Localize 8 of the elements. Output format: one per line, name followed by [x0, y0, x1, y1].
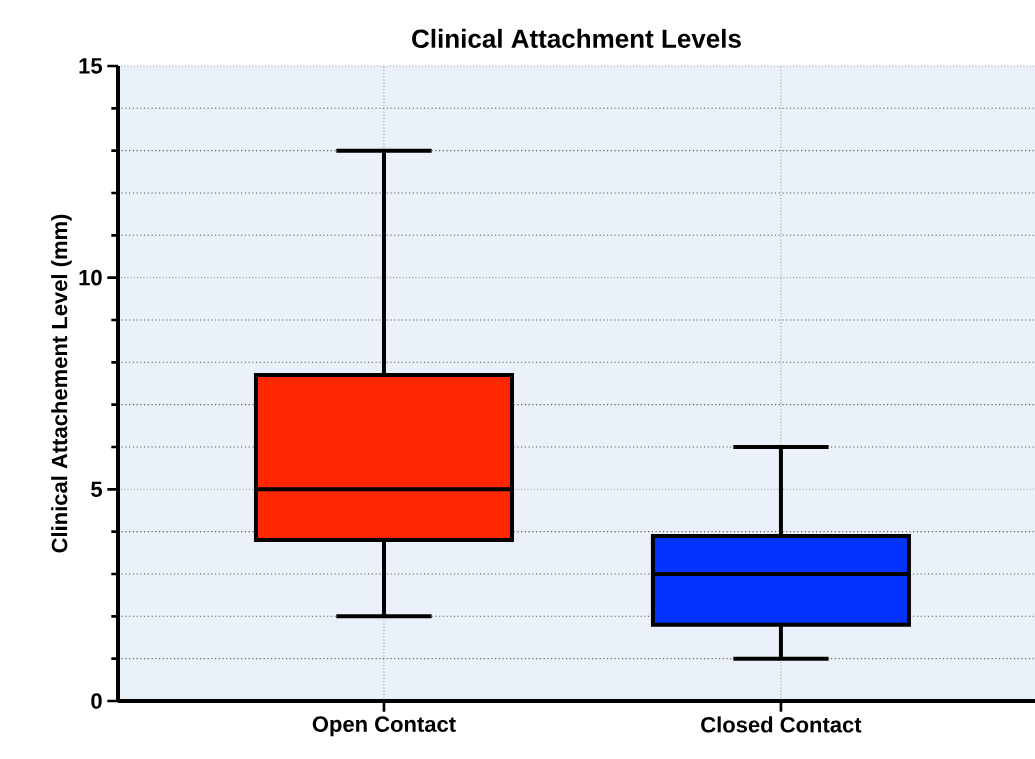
x-tick-label: Closed Contact [701, 716, 862, 733]
y-tick-label: 5 [91, 481, 103, 497]
y-tick-label: 15 [79, 58, 103, 74]
y-axis-title: Clinical Attachement Level (mm) [51, 214, 72, 553]
y-tick-label: 10 [79, 269, 102, 286]
y-tick-label: 0 [91, 693, 102, 709]
x-tick-label: Open Contact [312, 716, 456, 737]
chart-title: Clinical Attachment Levels [412, 28, 741, 48]
